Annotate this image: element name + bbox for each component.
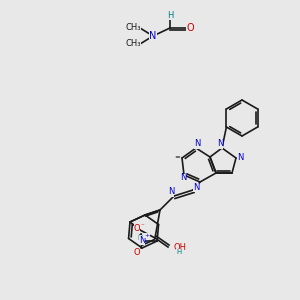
Text: H: H <box>167 11 173 20</box>
Text: O: O <box>134 248 140 257</box>
Text: H: H <box>137 235 142 241</box>
Text: =: = <box>174 154 180 160</box>
Text: CH₃: CH₃ <box>125 23 141 32</box>
Text: +: + <box>145 233 150 238</box>
Text: ⁻: ⁻ <box>140 223 144 229</box>
Text: CH₃: CH₃ <box>125 40 141 49</box>
Text: N: N <box>193 182 199 191</box>
Text: N: N <box>194 140 200 148</box>
Text: N: N <box>180 173 186 182</box>
Text: N: N <box>139 236 145 245</box>
Text: OH: OH <box>174 242 187 251</box>
Text: N: N <box>237 154 243 163</box>
Text: O: O <box>134 224 140 233</box>
Text: N: N <box>217 140 223 148</box>
Text: H: H <box>176 249 181 255</box>
Text: N: N <box>168 188 174 196</box>
Text: O: O <box>186 23 194 33</box>
Text: N: N <box>149 31 157 41</box>
